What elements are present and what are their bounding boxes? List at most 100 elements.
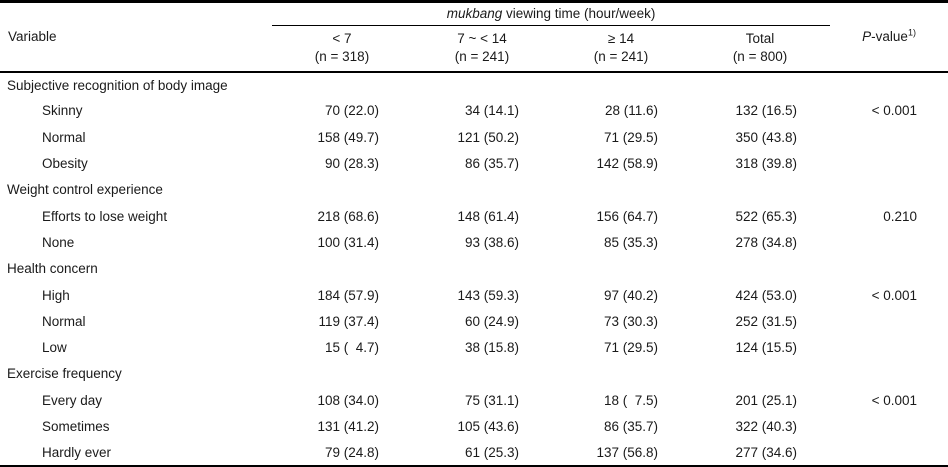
table-row: Low 15 ( 4.7) 38 (15.8) 71 (29.5) 124 (1…: [0, 334, 948, 360]
cell: 79 (24.8): [272, 440, 412, 466]
table-body: Subjective recognition of body image Ski…: [0, 72, 948, 467]
cell: 15 ( 4.7): [272, 334, 412, 360]
cell-value: 105 (43.6): [457, 419, 519, 434]
cell-value: 70 (22.0): [324, 103, 379, 119]
cell: 85 (35.3): [552, 229, 690, 255]
section-title: Weight control experience: [7, 182, 163, 198]
column-label: Total: [745, 31, 775, 47]
table-row: None 100 (31.4) 93 (38.6) 85 (35.3) 278 …: [0, 229, 948, 255]
spanner-rest-text: viewing time (hour/week): [502, 5, 656, 21]
cell-value: 71 (29.5): [603, 340, 658, 356]
variable-label: Variable: [8, 29, 57, 45]
table-row: Normal 158 (49.7) 121 (50.2) 71 (29.5) 3…: [0, 124, 948, 150]
table-row: Sometimes 131 (41.2) 105 (43.6) 86 (35.7…: [0, 413, 948, 439]
cell-value: 156 (64.7): [596, 208, 658, 224]
pvalue: < 0.001: [871, 287, 918, 303]
cell: 318 (39.8): [690, 150, 830, 176]
cell: 158 (49.7): [272, 124, 412, 150]
pvalue-rest-text: -value: [871, 29, 908, 45]
table-row: Obesity 90 (28.3) 86 (35.7) 142 (58.9) 3…: [0, 150, 948, 176]
cell-value: 318 (39.8): [735, 156, 798, 172]
cell-value: 424 (53.0): [735, 287, 798, 303]
cell-value: 34 (14.1): [464, 103, 519, 119]
cell: 119 (37.4): [272, 308, 412, 334]
cell: 18 ( 7.5): [552, 387, 690, 413]
cell-value: 75 (31.1): [464, 392, 519, 408]
cell-value: 277 (34.6): [735, 444, 798, 460]
cell: 38 (15.8): [412, 334, 552, 360]
cell: 522 (65.3): [690, 203, 830, 229]
column-n: (n = 241): [593, 49, 649, 65]
cell: 100 (31.4): [272, 229, 412, 255]
cell-value: 322 (40.3): [735, 419, 798, 434]
cell: 322 (40.3): [690, 413, 830, 439]
cell-value: 86 (35.7): [603, 419, 658, 434]
row-label: Skinny: [42, 103, 83, 119]
cell-value: 119 (37.4): [318, 313, 379, 329]
cell: 86 (35.7): [552, 413, 690, 439]
pvalue-cell: [830, 413, 948, 439]
cell-value: 218 (68.6): [317, 208, 379, 224]
section-title: Exercise frequency: [7, 366, 122, 382]
row-label: None: [42, 234, 75, 250]
cell-value: 184 (57.9): [317, 287, 379, 303]
cell-value: 97 (40.2): [603, 287, 658, 303]
cell-value: 71 (29.5): [603, 129, 658, 145]
cell-value: 108 (34.0): [317, 392, 379, 408]
pvalue-italic-text: P: [862, 29, 872, 45]
cell-value: 201 (25.1): [735, 392, 798, 408]
section-row: Health concern: [0, 256, 948, 282]
cell-value: 90 (28.3): [324, 156, 379, 172]
cell-value: 61 (25.3): [464, 444, 519, 460]
cell-value: 93 (38.6): [464, 234, 519, 250]
cell-value: 79 (24.8): [324, 444, 379, 460]
cell: 93 (38.6): [412, 229, 552, 255]
row-label: Obesity: [42, 156, 88, 172]
table-row: Skinny 70 (22.0) 34 (14.1) 28 (11.6) 132…: [0, 98, 948, 124]
column-header-total: Total (n = 800): [690, 25, 831, 73]
spanner-italic-text: mukbang: [446, 5, 503, 21]
cell: 278 (34.8): [690, 229, 830, 255]
subheader-row: < 7 (n = 318) 7 ~ < 14 (n = 241) ≥ 14 (n = …: [0, 25, 948, 73]
spanner-row: Variable mukbang viewing time (hour/week…: [0, 1, 948, 73]
cell-value: 143 (59.3): [457, 287, 519, 303]
pvalue-cell: [830, 334, 948, 360]
row-label: Low: [42, 340, 67, 356]
pvalue: 0.210: [883, 208, 918, 224]
pvalue: < 0.001: [871, 103, 918, 119]
cell-value: 158 (49.7): [317, 129, 379, 145]
cell: 75 (31.1): [412, 387, 552, 413]
cell: 121 (50.2): [412, 124, 552, 150]
pvalue-cell: [830, 124, 948, 150]
section-row: Subjective recognition of body image: [0, 72, 948, 98]
section-title: Subjective recognition of body image: [7, 77, 228, 93]
cell: 105 (43.6): [412, 413, 552, 439]
cell: 86 (35.7): [412, 150, 552, 176]
spanner-header: mukbang viewing time (hour/week): [272, 1, 831, 26]
table-row: High 184 (57.9) 143 (59.3) 97 (40.2) 424…: [0, 282, 948, 308]
row-label: Every day: [42, 392, 103, 408]
section-row: Weight control experience: [0, 177, 948, 203]
cell-value: 121 (50.2): [457, 129, 519, 145]
pvalue-cell: [830, 150, 948, 176]
cell: 90 (28.3): [272, 150, 412, 176]
cell: 34 (14.1): [412, 98, 552, 124]
row-label: Efforts to lose weight: [42, 208, 168, 224]
cell: 60 (24.9): [412, 308, 552, 334]
column-n: (n = 318): [314, 49, 370, 65]
pvalue-cell: [830, 440, 948, 466]
cell: 184 (57.9): [272, 282, 412, 308]
variable-column-header: Variable: [0, 1, 272, 73]
cell-value: 131 (41.2): [317, 419, 379, 434]
row-label: Normal: [42, 129, 86, 145]
cell: 143 (59.3): [412, 282, 552, 308]
cell-value: 124 (15.5): [735, 340, 798, 356]
cell-value: 522 (65.3): [735, 208, 798, 224]
cell-value: 132 (16.5): [735, 103, 798, 119]
section-title: Health concern: [7, 261, 98, 277]
column-label: < 7: [332, 31, 352, 47]
table-row: Hardly ever 79 (24.8) 61 (25.3) 137 (56.…: [0, 440, 948, 466]
column-n: (n = 241): [454, 49, 510, 65]
cell: 156 (64.7): [552, 203, 690, 229]
column-header-7to14: 7 ~ < 14 (n = 241): [412, 25, 552, 73]
